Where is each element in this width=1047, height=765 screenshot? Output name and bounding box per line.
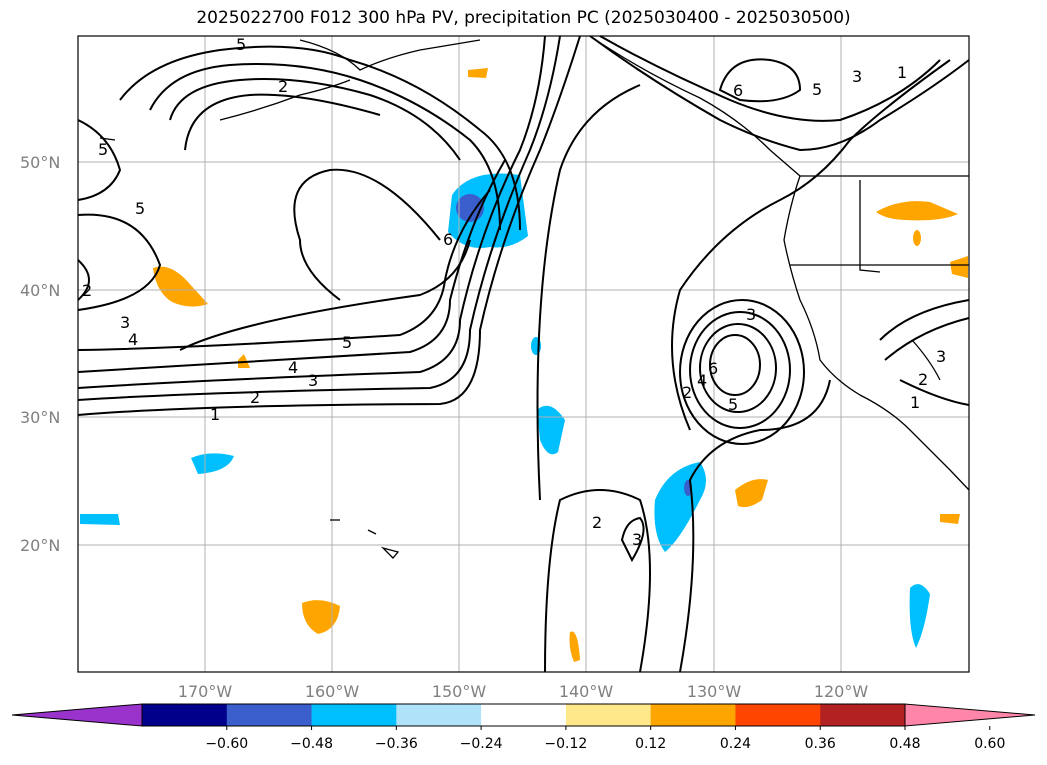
- colorbar-tick-label: −0.36: [375, 736, 418, 752]
- map-title: 2025022700 F012 300 hPa PV, precipitatio…: [196, 8, 851, 28]
- colorbar-segment: [481, 704, 567, 726]
- colorbar-segment: [226, 704, 313, 726]
- colorbar-segment: [396, 704, 482, 726]
- longitude-labels: 170°W 160°W 150°W 140°W 130°W 120°W: [178, 682, 869, 701]
- contour-label: 1: [210, 405, 220, 424]
- colorbar-tick-label: 0.36: [805, 736, 836, 752]
- contour-labels: 5 2 5 5 2 3 4 6 5 4 3 2 1 6 5 3 1 3 6 4 …: [82, 35, 946, 549]
- lat-label: 50°N: [20, 153, 60, 172]
- precip-dot-3: [913, 230, 921, 246]
- pv-contours: [77, 35, 970, 673]
- contour-label: 6: [443, 230, 453, 249]
- contour-label: 5: [342, 333, 352, 352]
- colorbar-tick-label: −0.48: [290, 736, 333, 752]
- precip-blob-south-2: [569, 631, 580, 662]
- precipitation-shading: [80, 68, 968, 662]
- precip-blob-hawaii-north: [191, 453, 234, 474]
- contour-label: 1: [897, 63, 907, 82]
- contour-label: 2: [918, 370, 928, 389]
- contour-label: 5: [236, 35, 246, 54]
- precip-blob-alaska: [468, 68, 488, 78]
- lon-label: 140°W: [559, 682, 614, 701]
- colorbar-tick-label: 0.24: [720, 736, 751, 752]
- contour-label: 3: [308, 371, 318, 390]
- precip-blob-far-west: [80, 514, 120, 525]
- colorbar-segment: [311, 704, 397, 726]
- contour-label: 6: [708, 359, 718, 378]
- contour-label: 3: [852, 67, 862, 86]
- lat-label: 20°N: [20, 536, 60, 555]
- contour-label: 3: [120, 313, 130, 332]
- latitude-labels: 50°N 40°N 30°N 20°N: [20, 153, 60, 555]
- precip-blob-baja: [735, 479, 768, 508]
- contour-label: 5: [98, 140, 108, 159]
- colorbar-segment: [650, 704, 736, 726]
- colorbar-tick-label: 0.12: [635, 736, 666, 752]
- colorbar-tick-label: −0.12: [544, 736, 587, 752]
- precip-blob-west: [153, 266, 208, 307]
- contour-label: 3: [632, 530, 642, 549]
- lon-label: 120°W: [814, 682, 869, 701]
- colorbar-extend-high: [904, 703, 1036, 727]
- contour-label: 2: [82, 281, 92, 300]
- contour-label: 2: [278, 77, 288, 96]
- precip-blob-east: [950, 256, 968, 278]
- contour-label: 5: [728, 395, 738, 414]
- coastlines: [99, 35, 970, 559]
- lon-label: 150°W: [432, 682, 487, 701]
- lat-label: 40°N: [20, 281, 60, 300]
- colorbar-tick-label: −0.60: [205, 736, 248, 752]
- lon-label: 160°W: [305, 682, 360, 701]
- lon-label: 130°W: [687, 682, 742, 701]
- precip-blob-southeast: [654, 462, 706, 552]
- colorbar-tick-label: 0.60: [974, 736, 1005, 752]
- contour-label: 4: [288, 358, 298, 377]
- contour-label: 1: [910, 393, 920, 412]
- contour-label: 3: [746, 305, 756, 324]
- precip-blob-mexico-2: [940, 514, 960, 524]
- contour-label: 5: [135, 199, 145, 218]
- contour-label: 2: [250, 388, 260, 407]
- precip-blob-mexico: [909, 584, 930, 648]
- lon-label: 170°W: [178, 682, 233, 701]
- colorbar-segment: [735, 704, 821, 726]
- contour-label: 3: [936, 347, 946, 366]
- colorbar-tick-label: 0.48: [889, 736, 920, 752]
- colorbar-segment: [565, 704, 652, 726]
- lat-label: 30°N: [20, 408, 60, 427]
- precip-blob-nevada: [876, 201, 958, 221]
- contour-label: 4: [697, 371, 707, 390]
- contour-label: 2: [682, 383, 692, 402]
- contour-label: 4: [128, 330, 138, 349]
- colorbar-extend-low: [11, 703, 143, 727]
- map-frame: [77, 35, 970, 673]
- map-background: [78, 36, 969, 672]
- colorbar-tick-label: −0.24: [460, 736, 503, 752]
- colorbar-frame: [141, 703, 906, 727]
- contour-label: 5: [812, 80, 822, 99]
- precip-blob-central: [537, 405, 565, 455]
- contour-label: 2: [592, 513, 602, 532]
- colorbar-segment: [142, 704, 228, 726]
- graticule: [78, 36, 969, 672]
- precip-blob-south: [302, 600, 340, 634]
- contour-label: 6: [733, 81, 743, 100]
- colorbar: −0.60 −0.48 −0.36 −0.24 −0.12 0.12 0.24 0.36 0.4…: [11, 703, 1036, 752]
- colorbar-segment: [820, 704, 906, 726]
